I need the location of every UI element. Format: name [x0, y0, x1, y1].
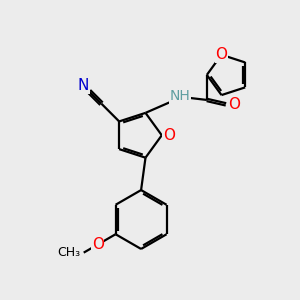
Text: N: N: [77, 78, 89, 93]
Text: O: O: [92, 237, 104, 252]
Text: O: O: [163, 128, 175, 143]
Text: O: O: [228, 97, 240, 112]
Text: O: O: [215, 47, 227, 62]
Text: NH: NH: [170, 89, 191, 103]
Text: CH₃: CH₃: [58, 246, 81, 259]
